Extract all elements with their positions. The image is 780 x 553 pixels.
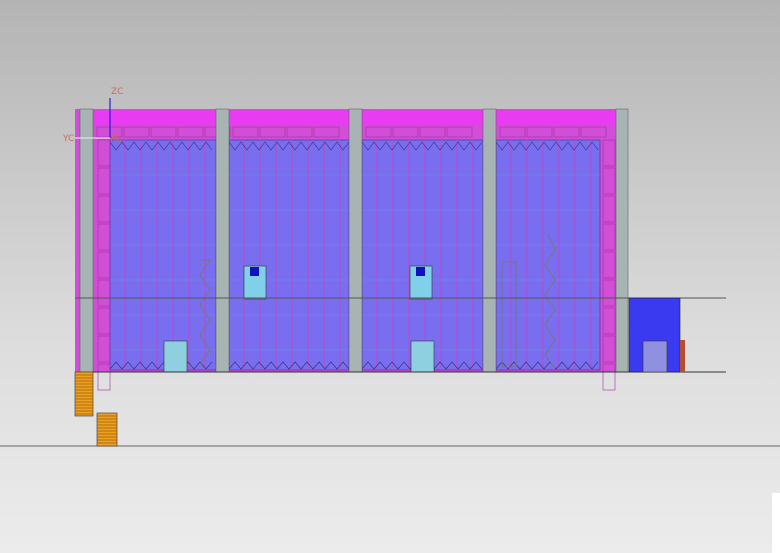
roof-panel (313, 126, 340, 138)
bay-interior (495, 139, 601, 371)
side-panel (97, 363, 111, 391)
equipment-head (416, 267, 425, 276)
column (79, 108, 94, 373)
stairs (74, 371, 118, 447)
equipment-head (250, 267, 259, 276)
roof-panel (553, 126, 580, 138)
annex-door (642, 340, 668, 373)
axis-label: ZC (111, 87, 123, 97)
column (348, 108, 363, 373)
corner-panel (772, 493, 780, 553)
stair-flight (74, 371, 94, 417)
side-panel (602, 279, 616, 307)
side-panel (602, 335, 616, 363)
door (410, 340, 435, 373)
roof-panel (259, 126, 286, 138)
side-panel (602, 307, 616, 335)
lift (501, 261, 517, 368)
side-panel (602, 167, 616, 195)
side-panel (97, 223, 111, 251)
side-panel (97, 139, 111, 167)
side-panel (97, 335, 111, 363)
door (163, 340, 188, 373)
side-panel (602, 363, 616, 391)
side-panel (602, 251, 616, 279)
side-panel (97, 251, 111, 279)
column (215, 108, 230, 373)
column (615, 108, 629, 373)
absorber-top (109, 141, 213, 151)
roof-panel (150, 126, 177, 138)
roof-panel (232, 126, 259, 138)
bays (96, 126, 616, 391)
absorber-top (228, 141, 350, 151)
roof-panel (526, 126, 553, 138)
absorber-top (495, 141, 599, 151)
bay-interior (361, 139, 484, 371)
side-panel (602, 195, 616, 223)
axis-label: XC (110, 134, 122, 144)
tower (199, 259, 211, 366)
side-panel (97, 307, 111, 335)
roof-panel (177, 126, 204, 138)
side-panel (97, 167, 111, 195)
tower (544, 234, 556, 369)
stair-flight (96, 412, 118, 447)
bay-interior (228, 139, 350, 371)
side-panel (97, 195, 111, 223)
equipment (243, 265, 267, 300)
roof-panel (580, 126, 607, 138)
axis-label: YC (62, 134, 74, 144)
absorber-bottom (495, 361, 599, 370)
column (482, 108, 497, 373)
side-panel (97, 279, 111, 307)
annex-door-frame (680, 340, 685, 372)
bay-interior (109, 139, 217, 371)
roof-panel (392, 126, 419, 138)
roof-panel (499, 126, 526, 138)
roof-panel (123, 126, 150, 138)
roof-panel (446, 126, 473, 138)
equipment (409, 265, 433, 300)
absorber-bottom (228, 361, 350, 370)
side-panel (602, 139, 616, 167)
absorber-top (361, 141, 483, 151)
roof-panel (365, 126, 392, 138)
absorber-bottom (109, 361, 213, 370)
side-panel (602, 223, 616, 251)
roof-panel (419, 126, 446, 138)
roof-panel (286, 126, 313, 138)
